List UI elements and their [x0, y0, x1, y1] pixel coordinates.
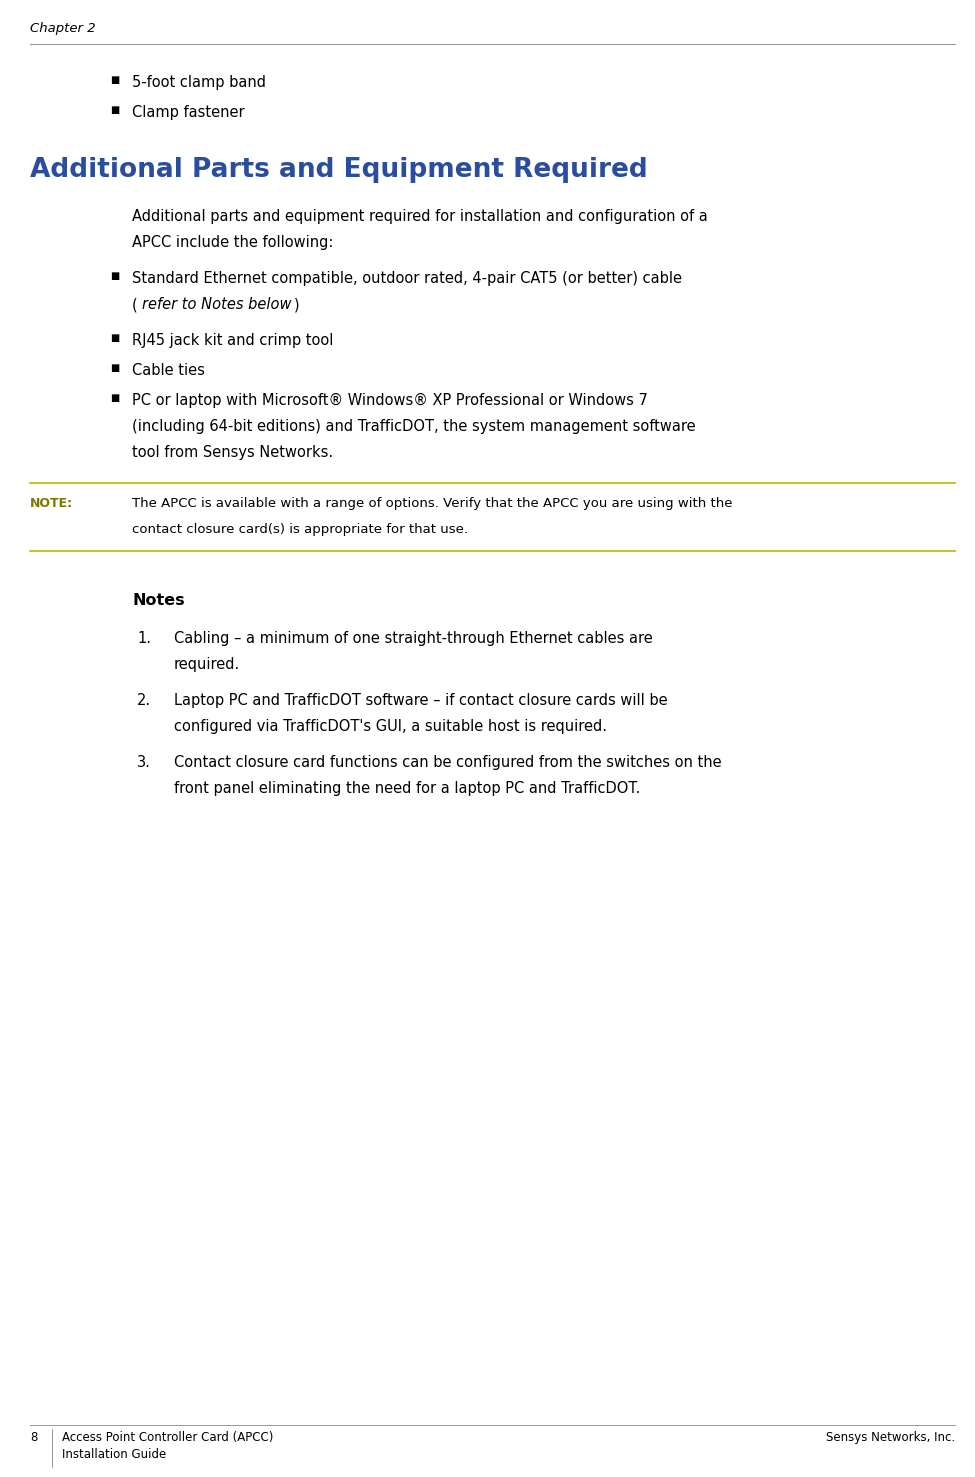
Text: ): ) — [294, 297, 299, 312]
Text: 8: 8 — [30, 1431, 37, 1445]
Text: Laptop PC and TrafficDOT software – if contact closure cards will be: Laptop PC and TrafficDOT software – if c… — [174, 693, 668, 707]
Text: tool from Sensys Networks.: tool from Sensys Networks. — [132, 445, 333, 459]
Text: (: ( — [132, 297, 137, 312]
Text: configured via TrafficDOT's GUI, a suitable host is required.: configured via TrafficDOT's GUI, a suita… — [174, 719, 607, 734]
Text: 2.: 2. — [137, 693, 151, 707]
Text: Chapter 2: Chapter 2 — [30, 22, 96, 35]
Text: Cable ties: Cable ties — [132, 363, 205, 378]
Text: (including 64-bit editions) and TrafficDOT, the system management software: (including 64-bit editions) and TrafficD… — [132, 419, 695, 434]
Text: ■: ■ — [110, 105, 119, 115]
Text: 3.: 3. — [137, 755, 151, 770]
Text: Access Point Controller Card (APCC): Access Point Controller Card (APCC) — [62, 1431, 273, 1445]
Text: contact closure card(s) is appropriate for that use.: contact closure card(s) is appropriate f… — [132, 523, 468, 536]
Text: Contact closure card functions can be configured from the switches on the: Contact closure card functions can be co… — [174, 755, 722, 770]
Text: The APCC is available with a range of options. Verify that the APCC you are usin: The APCC is available with a range of op… — [132, 496, 732, 510]
Text: front panel eliminating the need for a laptop PC and TrafficDOT.: front panel eliminating the need for a l… — [174, 781, 641, 796]
Text: PC or laptop with Microsoft® Windows® XP Professional or Windows 7: PC or laptop with Microsoft® Windows® XP… — [132, 393, 647, 408]
Text: ■: ■ — [110, 270, 119, 281]
Text: APCC include the following:: APCC include the following: — [132, 235, 333, 250]
Text: refer to Notes below: refer to Notes below — [142, 297, 292, 312]
Text: Additional parts and equipment required for installation and configuration of a: Additional parts and equipment required … — [132, 210, 708, 225]
Text: RJ45 jack kit and crimp tool: RJ45 jack kit and crimp tool — [132, 332, 333, 349]
Text: Sensys Networks, Inc.: Sensys Networks, Inc. — [826, 1431, 955, 1445]
Text: ■: ■ — [110, 363, 119, 374]
Text: Installation Guide: Installation Guide — [62, 1447, 167, 1461]
Text: NOTE:: NOTE: — [30, 496, 73, 510]
Text: 1.: 1. — [137, 631, 151, 645]
Text: required.: required. — [174, 657, 240, 672]
Text: ■: ■ — [110, 393, 119, 403]
Text: ■: ■ — [110, 75, 119, 86]
Text: Notes: Notes — [132, 592, 184, 609]
Text: Cabling – a minimum of one straight-through Ethernet cables are: Cabling – a minimum of one straight-thro… — [174, 631, 652, 645]
Text: Additional Parts and Equipment Required: Additional Parts and Equipment Required — [30, 157, 647, 183]
Text: Clamp fastener: Clamp fastener — [132, 105, 245, 120]
Text: Standard Ethernet compatible, outdoor rated, 4-pair CAT5 (or better) cable: Standard Ethernet compatible, outdoor ra… — [132, 270, 682, 287]
Text: 5-foot clamp band: 5-foot clamp band — [132, 75, 266, 90]
Text: ■: ■ — [110, 332, 119, 343]
